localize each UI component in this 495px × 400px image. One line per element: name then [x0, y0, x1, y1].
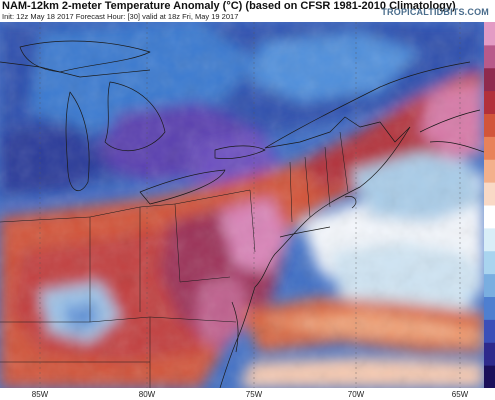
colorbar-swatches [484, 22, 495, 388]
state-lines [0, 131, 349, 388]
colorbar-swatch [484, 90, 495, 114]
colorbar-swatch [484, 159, 495, 183]
figure-subtitle: Init: 12z May 18 2017 Forecast Hour: [30… [2, 12, 239, 21]
figure-title: NAM-12km 2-meter Temperature Anomaly (°C… [2, 0, 456, 12]
colorbar-swatch [484, 273, 495, 297]
colorbar-swatch [484, 182, 495, 206]
colorbar-swatch [484, 113, 495, 137]
longitude-gridlines [39, 22, 461, 388]
lon-label-75w: 75W [245, 390, 263, 399]
lake-erie-outline [139, 169, 226, 205]
colorbar-swatch [484, 227, 495, 252]
us-canada-border [0, 61, 411, 149]
lon-label-85w: 85W [31, 390, 49, 399]
field-texture [0, 22, 484, 388]
lake-michigan-outline [65, 91, 90, 192]
lake-huron-outline [104, 81, 166, 151]
colorbar-swatch [484, 319, 495, 343]
nova-scotia-outline [419, 109, 484, 153]
colorbar-swatch [484, 296, 495, 320]
brand-logo-text: TROPICALTIDBITS.COM [381, 7, 489, 17]
colorbar-swatch [484, 365, 495, 388]
lon-label-80w: 80W [138, 390, 156, 399]
lon-label-70w: 70W [347, 390, 365, 399]
colorbar-swatch [484, 342, 495, 366]
colorbar-swatch [484, 44, 495, 69]
long-island-outline [279, 226, 331, 238]
colorbar-swatch [484, 250, 495, 275]
colorbar [484, 22, 495, 388]
anomaly-map [0, 22, 484, 388]
boundaries [0, 40, 484, 388]
lon-label-65w: 65W [451, 390, 469, 399]
colorbar-swatch [484, 22, 495, 46]
east-coast-outline [219, 126, 411, 388]
figure-header: NAM-12km 2-meter Temperature Anomaly (°C… [0, 0, 495, 22]
chesapeake-bay-outline [231, 301, 239, 353]
colorbar-swatch [484, 205, 495, 229]
axis-footer [0, 388, 495, 400]
lake-ontario-outline [214, 145, 266, 159]
st-lawrence-river [264, 61, 471, 149]
colorbar-swatch [484, 67, 495, 92]
cape-cod-outline [344, 196, 357, 209]
colorbar-swatch [484, 136, 495, 160]
